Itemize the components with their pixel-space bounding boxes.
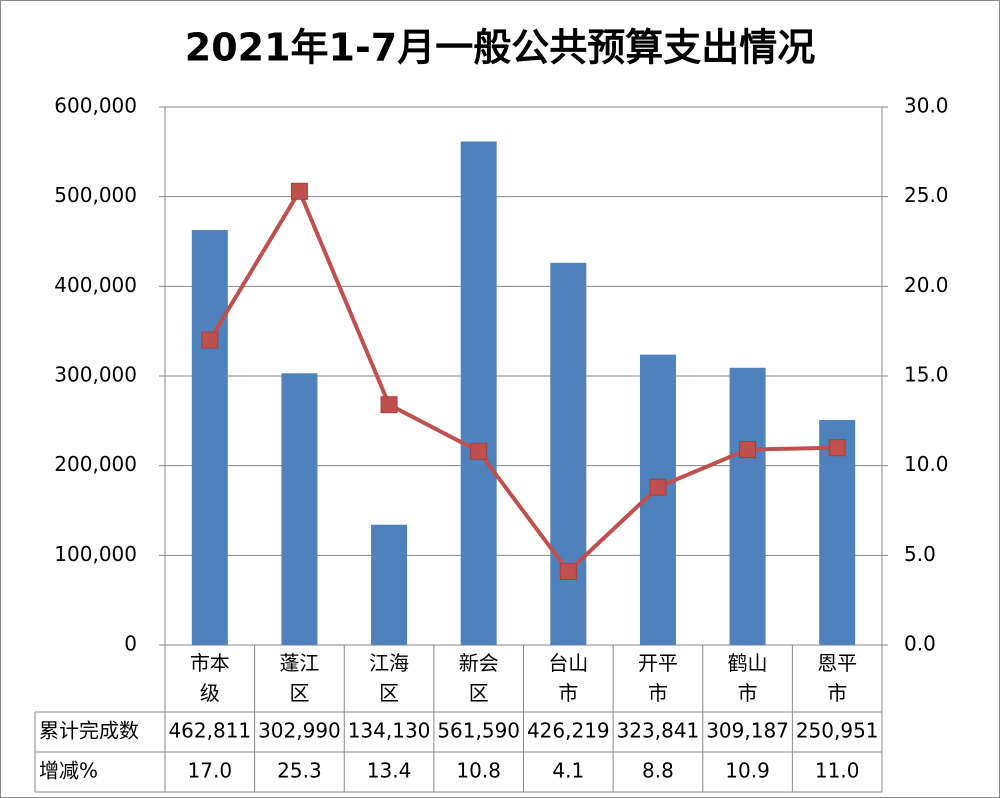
- bar: [819, 419, 856, 645]
- table-cell: 10.9: [725, 759, 770, 783]
- table-cell: 134,130: [348, 719, 431, 743]
- marker: [649, 478, 667, 496]
- y2-tick-label: 20.0: [904, 273, 949, 297]
- y-tick-label: 0: [124, 632, 137, 656]
- y2-tick-label: 25.0: [904, 183, 949, 207]
- table-cell: 561,590: [437, 719, 520, 743]
- marker: [290, 182, 308, 200]
- x-tick-label: 鹤山市: [728, 651, 768, 705]
- table-cell: 11.0: [815, 759, 860, 783]
- y-tick-label: 400,000: [54, 273, 137, 297]
- x-tick-label: 新会区: [459, 651, 499, 705]
- table-cell: 309,187: [706, 719, 789, 743]
- x-tick-label: 市本级: [190, 651, 230, 705]
- bar: [281, 373, 318, 645]
- bar: [371, 524, 408, 645]
- x-tick-label: 恩平市: [817, 651, 857, 705]
- y-tick-label: 200,000: [54, 452, 137, 476]
- table-cell: 250,951: [796, 719, 879, 743]
- table-cell: 4.1: [552, 759, 584, 783]
- table-cell: 462,811: [168, 719, 251, 743]
- bar: [460, 141, 497, 645]
- table-cell: 17.0: [188, 759, 233, 783]
- marker: [201, 331, 219, 349]
- y-tick-label: 100,000: [54, 542, 137, 566]
- y2-tick-label: 5.0: [904, 542, 936, 566]
- y-tick-label: 600,000: [54, 94, 137, 118]
- table-cell: 25.3: [277, 759, 322, 783]
- y-tick-label: 500,000: [54, 183, 137, 207]
- x-tick-label: 蓬江区: [279, 651, 319, 705]
- bar: [550, 262, 587, 645]
- marker: [828, 439, 846, 457]
- chart-title: 2021年1-7月一般公共预算支出情况: [185, 26, 815, 70]
- table-cell: 8.8: [642, 759, 674, 783]
- bar: [191, 230, 228, 645]
- table-cell: 10.8: [456, 759, 501, 783]
- marker: [470, 442, 488, 460]
- y2-tick-label: 30.0: [904, 94, 949, 118]
- marker: [559, 562, 577, 580]
- table-row-label: 累计完成数: [39, 719, 139, 743]
- x-tick-label: 台山市: [548, 651, 588, 705]
- marker: [380, 396, 398, 414]
- table-cell: 323,841: [617, 719, 700, 743]
- y2-tick-label: 0.0: [904, 632, 936, 656]
- line: [208, 186, 838, 575]
- x-tick-label: 开平市: [638, 651, 678, 705]
- marker: [739, 441, 757, 459]
- table-cell: 426,219: [527, 719, 610, 743]
- table-cell: 13.4: [367, 759, 412, 783]
- bar: [729, 367, 766, 645]
- y2-tick-label: 15.0: [904, 363, 949, 387]
- table-row-label: 增减%: [39, 759, 98, 783]
- x-tick-label: 江海区: [369, 651, 409, 705]
- y2-tick-label: 10.0: [904, 452, 949, 476]
- table-cell: 302,990: [258, 719, 341, 743]
- y-tick-label: 300,000: [54, 363, 137, 387]
